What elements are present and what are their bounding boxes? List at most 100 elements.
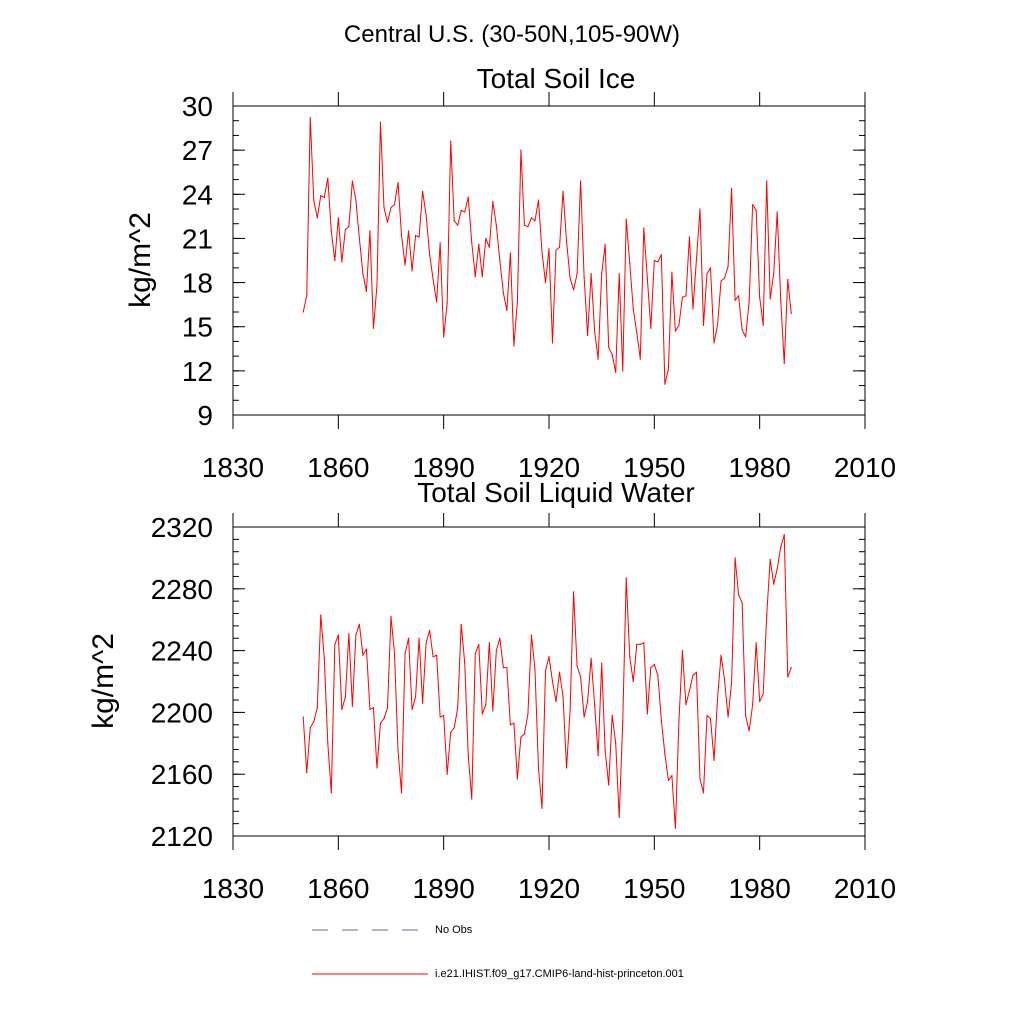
y-tick-label: 30 — [182, 91, 213, 122]
data-point — [790, 312, 792, 315]
data-point — [597, 755, 599, 757]
data-point — [674, 330, 677, 332]
data-point — [664, 383, 666, 385]
data-point — [667, 779, 669, 781]
data-point — [513, 722, 515, 724]
data-point — [551, 680, 554, 683]
data-point — [379, 121, 382, 123]
data-point — [481, 713, 483, 715]
data-point — [544, 281, 547, 284]
y-ticks: 2120 2160 2200 2240 2280 2320 — [151, 512, 865, 852]
data-point — [306, 295, 308, 297]
data-point — [738, 594, 740, 596]
data-point — [745, 336, 747, 338]
data-point — [509, 724, 511, 726]
data-point — [636, 332, 638, 334]
data-point — [713, 759, 715, 761]
data-point — [692, 674, 694, 676]
data-point — [313, 721, 315, 723]
data-point — [516, 301, 519, 303]
data-point — [492, 710, 494, 712]
y-tick-label: 21 — [182, 223, 213, 254]
data-point — [369, 230, 371, 232]
data-point — [334, 259, 336, 262]
data-point — [341, 708, 343, 710]
data-point — [611, 714, 613, 717]
data-point — [738, 295, 740, 297]
data-point — [485, 704, 487, 706]
data-point — [316, 217, 318, 219]
data-point — [425, 642, 427, 644]
data-point — [436, 654, 438, 656]
data-point — [464, 211, 466, 213]
x-tick-label: 1890 — [413, 873, 475, 904]
data-point — [752, 203, 754, 206]
data-point — [657, 674, 659, 676]
data-point — [432, 279, 434, 281]
data-point — [439, 716, 441, 718]
data-point — [671, 271, 673, 273]
data-point — [748, 730, 750, 732]
figure-suptitle: Central U.S. (30-50N,105-90W) — [344, 21, 680, 48]
data-point — [611, 354, 613, 356]
data-point — [660, 254, 662, 256]
data-point — [502, 292, 504, 294]
data-point — [306, 772, 308, 774]
data-point — [618, 816, 620, 819]
data-point — [327, 742, 329, 744]
data-point — [443, 714, 445, 717]
data-point — [520, 736, 522, 738]
data-point — [348, 633, 350, 635]
data-point — [376, 284, 378, 287]
data-point — [418, 236, 420, 238]
data-point — [590, 657, 592, 659]
data-point — [692, 308, 694, 310]
data-point — [544, 670, 547, 672]
data-point — [639, 643, 641, 646]
data-point — [615, 371, 617, 373]
data-point — [576, 665, 578, 667]
data-point — [604, 243, 606, 245]
x-tick-label: 1950 — [623, 452, 685, 483]
x-tick-label: 1830 — [202, 873, 264, 904]
data-point — [534, 220, 536, 222]
data-point — [695, 671, 698, 673]
data-point — [365, 648, 368, 650]
data-point — [460, 623, 462, 625]
data-point — [583, 716, 585, 718]
data-point — [506, 309, 508, 312]
data-point — [590, 273, 592, 275]
data-point — [422, 190, 424, 192]
data-point — [320, 195, 322, 197]
data-point — [474, 653, 476, 655]
data-point — [709, 267, 712, 269]
data-point — [422, 702, 424, 704]
data-point — [488, 642, 490, 644]
data-point — [674, 827, 677, 829]
data-point — [576, 273, 578, 275]
data-point — [386, 707, 389, 709]
data-point — [664, 753, 666, 755]
x-tick-label: 1890 — [413, 452, 475, 483]
y-tick-label: 2240 — [151, 636, 213, 667]
data-point — [397, 750, 399, 752]
data-point — [520, 149, 522, 151]
data-point — [495, 650, 497, 652]
data-point — [734, 299, 736, 301]
data-point — [485, 237, 487, 240]
data-point — [453, 220, 455, 222]
data-point — [548, 248, 550, 250]
data-point — [309, 727, 311, 729]
data-point — [776, 211, 778, 213]
panel-soil-ice: Total Soil Ice kg/m^2 9 12 15 18 21 24 27 30 18… — [124, 63, 896, 483]
data-point — [530, 217, 533, 219]
series-group — [302, 117, 792, 385]
data-point — [558, 671, 561, 673]
data-point — [601, 273, 603, 275]
series-group — [302, 534, 792, 829]
data-point — [565, 240, 568, 242]
data-point — [372, 327, 375, 329]
data-point — [523, 224, 526, 226]
data-point — [622, 370, 624, 372]
data-point — [555, 700, 557, 703]
